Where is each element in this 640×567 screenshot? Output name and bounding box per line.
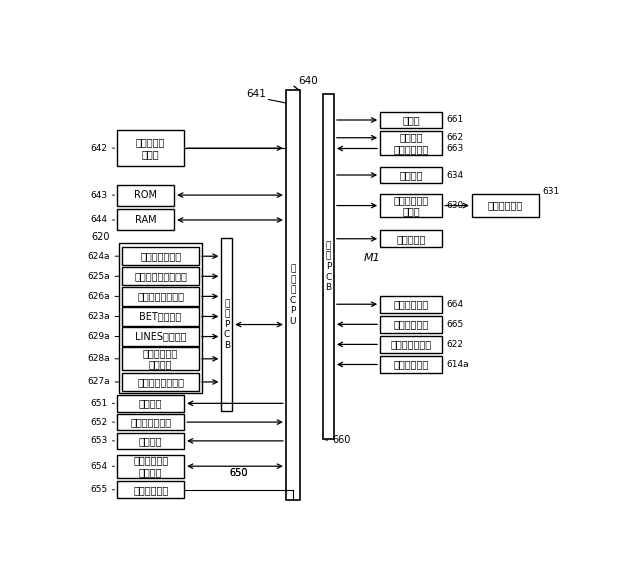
- Text: ROM: ROM: [134, 190, 157, 200]
- Text: 650: 650: [230, 468, 248, 478]
- Text: タッチパネル: タッチパネル: [394, 359, 429, 370]
- Text: ランプ: ランプ: [403, 115, 420, 125]
- Text: 652: 652: [90, 418, 108, 426]
- Text: データ表示器: データ表示器: [394, 299, 429, 309]
- Bar: [380, 112, 442, 128]
- Text: 661: 661: [446, 116, 463, 125]
- Text: 642: 642: [90, 143, 108, 153]
- Text: ホッパー
コイン検出部: ホッパー コイン検出部: [394, 132, 429, 154]
- Text: キースイッチ: キースイッチ: [394, 319, 429, 329]
- Bar: [122, 307, 199, 325]
- Bar: [380, 336, 442, 353]
- Text: 625a: 625a: [87, 272, 110, 281]
- Text: 液晶表示装置: 液晶表示装置: [488, 201, 523, 210]
- Bar: [122, 348, 199, 370]
- Bar: [380, 296, 442, 312]
- Bar: [117, 433, 184, 449]
- Bar: [117, 209, 174, 230]
- Text: 620: 620: [92, 231, 110, 242]
- Bar: [122, 267, 199, 285]
- Text: スピンスイッチ: スピンスイッチ: [140, 251, 181, 261]
- Text: 641: 641: [246, 88, 266, 99]
- Text: 631: 631: [543, 187, 560, 196]
- Text: 640: 640: [298, 75, 318, 86]
- Bar: [117, 414, 184, 430]
- Text: 通信インター
フェイス: 通信インター フェイス: [133, 455, 168, 477]
- Bar: [122, 327, 199, 346]
- Text: グラフィック
ボード: グラフィック ボード: [394, 195, 429, 217]
- Text: 664: 664: [446, 300, 463, 309]
- Bar: [380, 167, 442, 183]
- Bar: [380, 194, 442, 217]
- Text: 627a: 627a: [87, 378, 110, 387]
- Text: リザーブスイッチ: リザーブスイッチ: [137, 291, 184, 302]
- Text: 643: 643: [90, 191, 108, 200]
- Bar: [323, 94, 334, 439]
- Text: 660: 660: [332, 435, 350, 445]
- Text: 650: 650: [230, 468, 248, 478]
- Text: 626a: 626a: [87, 292, 110, 301]
- Text: RAM: RAM: [135, 215, 157, 225]
- Text: M1: M1: [364, 253, 380, 263]
- Bar: [117, 481, 184, 498]
- Text: 662: 662: [446, 133, 463, 142]
- Bar: [122, 287, 199, 306]
- Text: 663: 663: [446, 144, 463, 153]
- Text: リバータ: リバータ: [139, 399, 163, 408]
- Bar: [122, 247, 199, 265]
- Text: ゲーミング
ボード: ゲーミング ボード: [136, 137, 165, 159]
- Bar: [117, 185, 174, 206]
- Bar: [117, 455, 184, 477]
- Bar: [117, 130, 184, 166]
- Text: 623a: 623a: [87, 312, 110, 321]
- Text: ギャンブルスイッチ: ギャンブルスイッチ: [134, 271, 187, 281]
- Bar: [221, 238, 232, 411]
- Text: 665: 665: [446, 320, 463, 329]
- Text: 624a: 624a: [87, 252, 110, 261]
- Text: 644: 644: [90, 215, 108, 225]
- Text: 653: 653: [90, 437, 108, 446]
- Text: 655: 655: [90, 485, 108, 494]
- Bar: [117, 395, 184, 412]
- Text: ゲームルール
スイッチ: ゲームルール スイッチ: [143, 348, 178, 370]
- Bar: [380, 356, 442, 373]
- Text: 628a: 628a: [87, 354, 110, 363]
- Text: コインカウンタ: コインカウンタ: [130, 417, 172, 427]
- Text: コレクトスイッチ: コレクトスイッチ: [137, 377, 184, 387]
- Text: 本
体
P
C
B: 本 体 P C B: [325, 242, 332, 292]
- Text: LINESスイッチ: LINESスイッチ: [135, 332, 186, 341]
- Text: BETスイッチ: BETスイッチ: [140, 311, 182, 321]
- Bar: [380, 131, 442, 155]
- Text: スピーカ: スピーカ: [399, 170, 423, 180]
- Text: 冷陰極管: 冷陰極管: [139, 436, 163, 446]
- Text: 629a: 629a: [87, 332, 110, 341]
- Bar: [472, 194, 539, 217]
- Bar: [286, 90, 300, 500]
- Bar: [122, 373, 199, 391]
- Text: 634: 634: [446, 171, 463, 180]
- Text: 622: 622: [446, 340, 463, 349]
- Text: 614a: 614a: [446, 360, 468, 369]
- Text: 630: 630: [446, 201, 463, 210]
- Text: 電源ユニット: 電源ユニット: [133, 485, 168, 495]
- Text: 651: 651: [90, 399, 108, 408]
- Bar: [118, 243, 202, 393]
- Bar: [380, 230, 442, 247]
- Text: ド
ア
P
C
B: ド ア P C B: [224, 299, 230, 350]
- Bar: [380, 316, 442, 333]
- Text: ビルエントリー: ビルエントリー: [390, 340, 431, 349]
- Text: メ
イ
ン
C
P
U: メ イ ン C P U: [289, 265, 296, 325]
- Text: リール装置: リール装置: [396, 234, 426, 244]
- Text: 654: 654: [90, 462, 108, 471]
